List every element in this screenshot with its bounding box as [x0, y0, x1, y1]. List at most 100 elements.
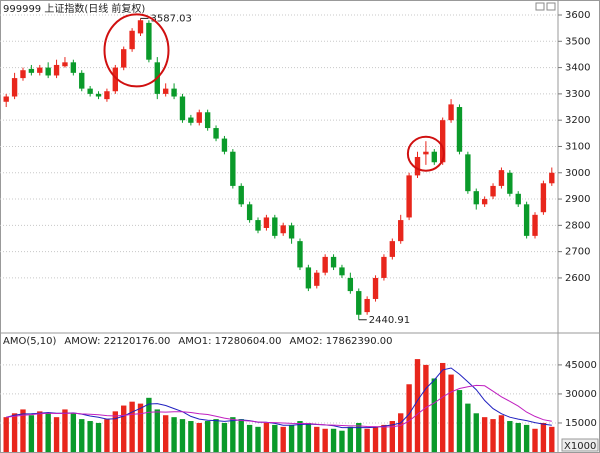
candle-body — [381, 256, 387, 278]
candle-body — [297, 241, 303, 268]
volume-bar — [490, 419, 496, 452]
legend-entry: AMO(5,10) — [3, 336, 57, 347]
candle-body — [330, 256, 337, 268]
volume-bar — [381, 424, 387, 452]
unit-label: X1000 — [564, 441, 596, 452]
candle-body — [448, 104, 454, 121]
y-tick-label: 2900 — [565, 194, 590, 205]
candle-body — [398, 220, 404, 242]
candle-body — [272, 217, 278, 236]
volume-bar — [3, 417, 9, 452]
candle-body — [53, 64, 60, 76]
candle-body — [213, 128, 219, 139]
volume-bar — [356, 422, 362, 452]
volume-bar — [549, 426, 555, 452]
volume-bar — [162, 415, 169, 452]
y-tick-label: 3000 — [565, 168, 590, 179]
candle-body — [406, 175, 412, 218]
candle-body — [280, 225, 286, 234]
candle-body — [322, 256, 328, 273]
volume-bar — [230, 417, 236, 452]
volume-bar — [540, 422, 547, 452]
volume-bar — [179, 419, 186, 452]
volume-bar — [498, 415, 505, 452]
volume-bar — [322, 428, 328, 452]
candle-body — [549, 172, 555, 184]
y-tick-label: 3500 — [565, 36, 590, 47]
y-tick-label: 45000 — [565, 360, 597, 371]
volume-bar — [28, 415, 35, 452]
volume-bar — [70, 413, 77, 452]
volume-bar — [339, 430, 345, 452]
volume-bar — [221, 422, 228, 452]
candle-body — [431, 151, 437, 163]
y-tick-label: 3100 — [565, 141, 590, 152]
legend-entry: AMO1: 17280604.00 — [178, 336, 281, 347]
volume-bar — [11, 413, 18, 452]
chart-title: 999999 上证指数(日线 前复权) — [3, 2, 145, 15]
highlight-circle — [103, 13, 170, 88]
volume-bar — [389, 421, 396, 452]
volume-bar — [473, 413, 479, 452]
volume-bar — [364, 428, 370, 452]
candle-body — [162, 88, 169, 94]
candle-body — [465, 154, 471, 192]
y-tick-label: 15000 — [565, 418, 597, 429]
volume-bar — [204, 421, 211, 452]
y-tick-label: 2600 — [565, 273, 590, 284]
candle-body — [11, 78, 18, 97]
volume-bar — [532, 428, 538, 452]
candle-body — [230, 151, 236, 186]
low-annotation: 2440.91 — [369, 315, 410, 326]
candle-body — [523, 204, 530, 236]
candle-body — [79, 72, 85, 89]
y-tick-label: 2800 — [565, 220, 590, 231]
y-tick-label: 3400 — [565, 63, 590, 74]
candle-body — [37, 67, 43, 73]
volume-bar — [79, 419, 85, 452]
volume-bar — [431, 378, 437, 452]
candle-body — [414, 156, 421, 176]
unit-box — [561, 438, 599, 452]
candle-body — [45, 67, 51, 76]
moving-average-line — [6, 384, 552, 428]
candle-body — [507, 172, 513, 194]
candle-body — [20, 70, 26, 79]
y-tick-label: 3600 — [565, 10, 590, 21]
candle-body — [540, 183, 547, 213]
candle-body — [28, 68, 35, 73]
volume-bar — [347, 426, 354, 452]
candle-body — [347, 277, 354, 292]
candle-body — [439, 120, 446, 163]
high-annotation: 3587.03 — [151, 13, 192, 24]
volume-bar — [104, 419, 110, 452]
window-icon[interactable] — [546, 2, 556, 11]
candle-body — [221, 138, 228, 152]
legend-entry: AMOW: 22120176.00 — [64, 336, 170, 347]
volume-bar — [196, 422, 202, 452]
volume-bar — [112, 411, 119, 452]
candle-body — [121, 49, 127, 68]
volume-bar — [272, 424, 278, 452]
candle-body — [255, 220, 261, 231]
candle-body — [104, 91, 110, 100]
candle-body — [62, 62, 68, 67]
candle-body — [498, 170, 505, 186]
volume-bar — [263, 422, 270, 452]
volume-bar — [330, 428, 337, 452]
volume-bar — [146, 397, 152, 452]
candle-body — [372, 277, 379, 299]
volume-bar — [314, 426, 320, 452]
volume-bar — [255, 426, 261, 452]
y-tick-label: 3200 — [565, 115, 590, 126]
y-tick-label: 3300 — [565, 89, 590, 100]
volume-bar — [246, 424, 253, 452]
volume-bar — [121, 405, 127, 452]
volume-bar — [523, 424, 530, 452]
volume-bar — [129, 401, 135, 452]
volume-bar — [171, 417, 177, 452]
candle-body — [129, 30, 135, 50]
window-icon[interactable] — [535, 2, 545, 11]
